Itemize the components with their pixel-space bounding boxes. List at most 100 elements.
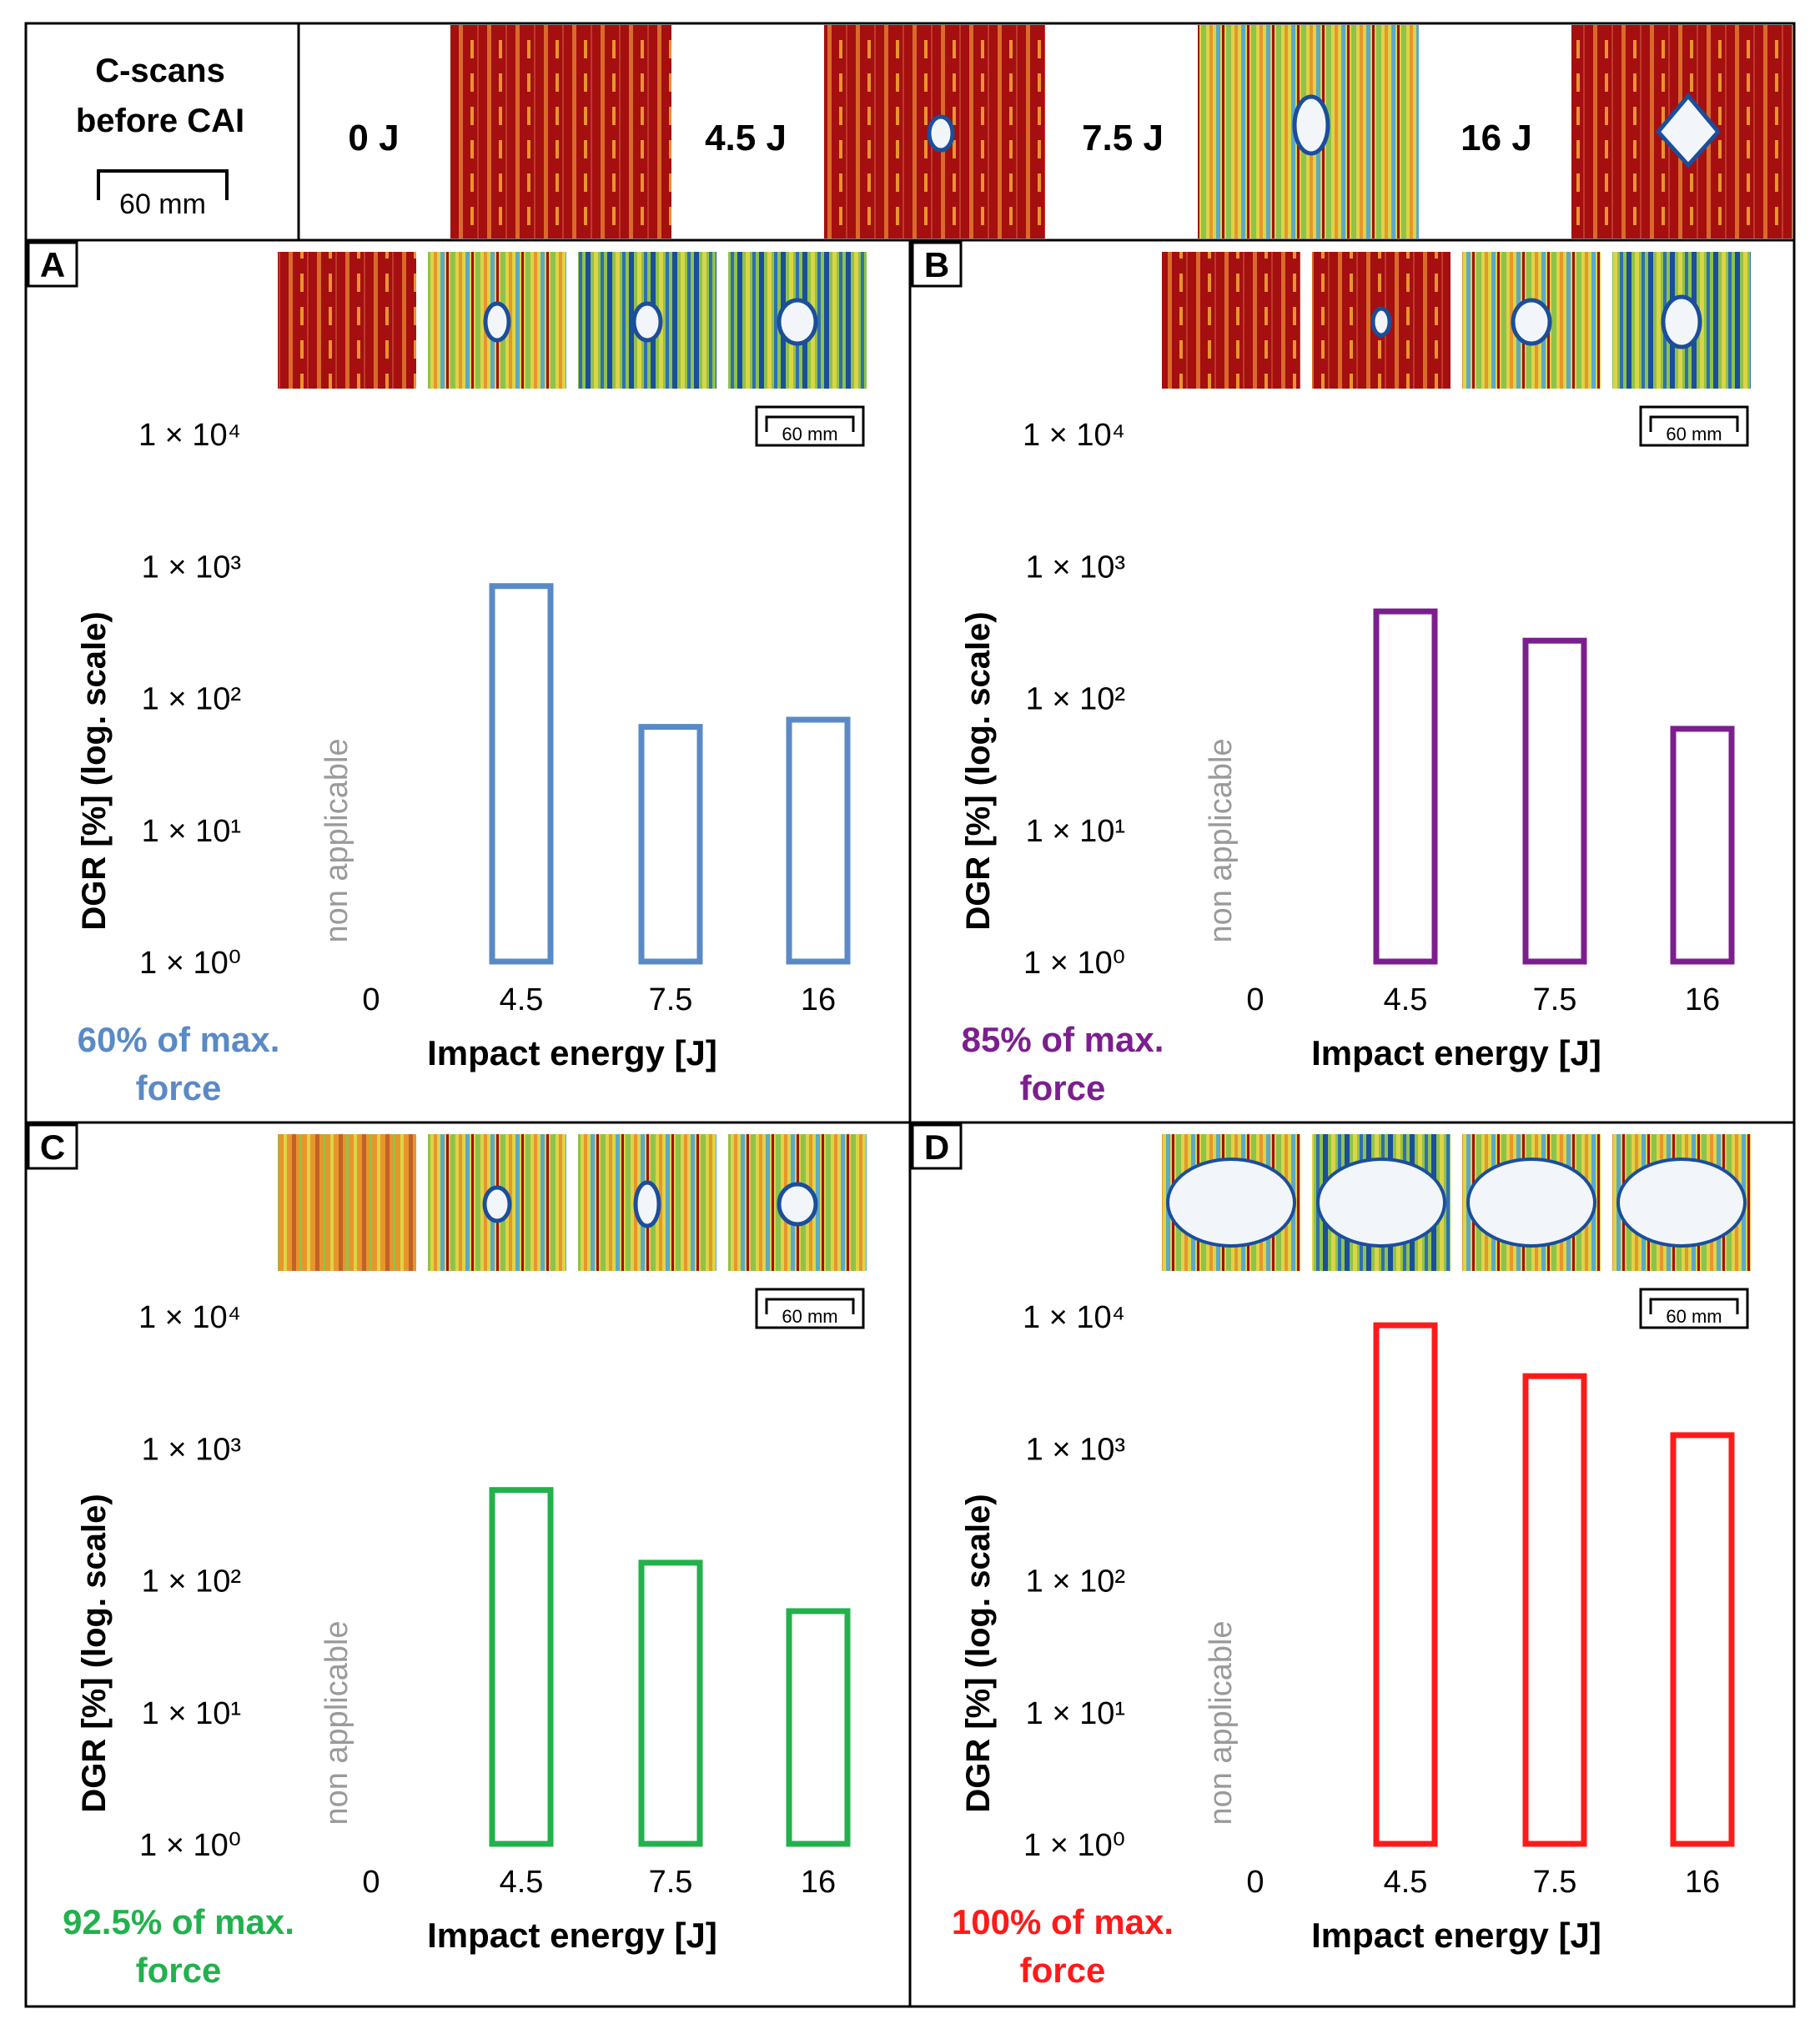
panel-scan-thumbnail [578, 252, 716, 389]
panel-letter: A [40, 245, 65, 284]
y-tick-label: 1 × 10⁰ [139, 1828, 241, 1863]
y-tick-label: 1 × 10¹ [1026, 814, 1125, 849]
panel-scan-thumbnail [1162, 252, 1300, 389]
bar-7-5 [1522, 1373, 1587, 1847]
panel-caption-line2: force [136, 1951, 222, 1990]
x-axis-label: Impact energy [J] [1311, 1916, 1601, 1955]
energy-label-2: 7.5 J [1082, 118, 1164, 158]
bar-4-5 [489, 583, 554, 965]
energy-label-0: 0 J [348, 118, 399, 158]
non-applicable-label: non applicable [1204, 738, 1239, 942]
bar-7-5 [1522, 637, 1587, 965]
energy-label-1: 4.5 J [705, 118, 787, 158]
bar-4-5 [489, 1487, 554, 1847]
x-tick-label: 16 [1685, 982, 1720, 1017]
panel-scale-label: 60 mm [1666, 1306, 1722, 1327]
y-tick-label: 1 × 10³ [142, 1432, 241, 1467]
y-axis-label: DGR [%] (log. scale) [76, 1494, 113, 1812]
y-tick-label: 1 × 10³ [1026, 550, 1125, 585]
y-tick-label: 1 × 10⁰ [1023, 1828, 1125, 1863]
panel-caption-line1: 85% of max. [962, 1020, 1164, 1059]
x-tick-label: 7.5 [649, 1865, 693, 1900]
y-tick-label: 1 × 10¹ [142, 814, 241, 849]
panel-letter-box [27, 241, 78, 288]
bar-4-5 [1373, 1322, 1438, 1847]
panel-scale-bar: 60 mm [1639, 405, 1749, 447]
panel-b: B 60 mm DGR [%] (log. scale) 1 × 10⁰ 1 × 10¹… [911, 241, 1751, 1107]
cscan-0j [450, 25, 671, 239]
panel-scale-label: 60 mm [782, 1306, 837, 1327]
panel-c: C 60 mm DGR [%] (log. scale) 1 × 10⁰ 1 × 10¹… [27, 1123, 867, 1990]
panel-scan-thumbnail [1462, 252, 1601, 389]
y-tick-label: 1 × 10⁴ [1023, 418, 1125, 453]
panel-scale-label: 60 mm [782, 424, 837, 444]
x-tick-label: 0 [1246, 1865, 1264, 1900]
bar-4-5 [1373, 608, 1438, 965]
y-tick-label: 1 × 10⁰ [1023, 946, 1125, 981]
x-tick-label: 0 [362, 1865, 380, 1900]
x-tick-label: 7.5 [649, 982, 693, 1017]
y-axis-label: DGR [%] (log. scale) [960, 1494, 997, 1812]
panel-caption-line2: force [1020, 1068, 1106, 1107]
x-tick-label: 16 [801, 982, 836, 1017]
bar-16 [1670, 1432, 1735, 1847]
panel-letter: D [924, 1127, 949, 1167]
y-tick-label: 1 × 10² [142, 1564, 241, 1600]
bar-16 [786, 1608, 851, 1847]
x-tick-label: 7.5 [1533, 1865, 1577, 1900]
panel-caption-line1: 92.5% of max. [63, 1902, 294, 1941]
panel-letter-box [27, 1123, 78, 1170]
header-title-line1: C-scans [95, 53, 225, 89]
x-axis-label: Impact energy [J] [427, 1916, 717, 1955]
panel-letter-box [911, 1123, 963, 1170]
cscan-header: C-scans before CAI 60 mm 0 J 4.5 J 7.5 J… [24, 22, 1796, 242]
panel-scale-bar: 60 mm [1639, 1288, 1749, 1329]
x-tick-label: 4.5 [500, 1865, 544, 1900]
panel-a: A 60 mm DGR [%] (log. scale) 1 × 10⁰ 1 × 10¹… [27, 241, 867, 1107]
panel-scan-thumbnail [1312, 252, 1450, 389]
y-tick-label: 1 × 10⁰ [139, 946, 241, 981]
header-scale-label: 60 mm [119, 188, 206, 220]
energy-label-3: 16 J [1461, 118, 1532, 158]
panel-scan-thumbnail [1612, 1134, 1751, 1271]
panel-letter-box [911, 241, 963, 288]
non-applicable-label: non applicable [319, 738, 354, 942]
y-tick-label: 1 × 10³ [142, 550, 241, 585]
bar-7-5 [638, 724, 703, 965]
x-tick-label: 0 [362, 982, 380, 1017]
non-applicable-label: non applicable [319, 1620, 354, 1825]
panel-scan-thumbnail [728, 252, 867, 389]
panel-scan-thumbnail [278, 1134, 416, 1271]
panel-scan-thumbnail [728, 1134, 867, 1271]
panel-scale-label: 60 mm [1666, 424, 1722, 444]
y-tick-label: 1 × 10² [142, 682, 241, 717]
panel-scale-bar: 60 mm [755, 405, 865, 447]
x-axis-label: Impact energy [J] [427, 1033, 717, 1072]
panel-scan-thumbnail [1462, 1134, 1601, 1271]
panel-scan-thumbnail [278, 252, 416, 389]
panel-letter: B [924, 245, 949, 284]
y-tick-label: 1 × 10¹ [1026, 1696, 1125, 1731]
cscan-4-5j [824, 25, 1045, 239]
bar-7-5 [638, 1559, 703, 1847]
panel-caption-line1: 60% of max. [78, 1020, 280, 1059]
non-applicable-label: non applicable [1204, 1620, 1239, 1825]
panel-scan-thumbnail [578, 1134, 716, 1271]
panel-scan-thumbnail [1612, 252, 1751, 389]
y-tick-label: 1 × 10³ [1026, 1432, 1125, 1467]
x-tick-label: 7.5 [1533, 982, 1577, 1017]
y-axis-label: DGR [%] (log. scale) [960, 611, 997, 930]
y-tick-label: 1 × 10⁴ [138, 418, 241, 453]
x-tick-label: 16 [801, 1865, 836, 1900]
panel-scan-thumbnail [428, 252, 566, 389]
panel-scan-thumbnail [1162, 1134, 1300, 1271]
panel-caption-line2: force [1020, 1951, 1106, 1990]
cscan-7-5j [1198, 25, 1419, 239]
header-title-line2: before CAI [76, 103, 244, 139]
panels-root: A 60 mm DGR [%] (log. scale) 1 × 10⁰ 1 × 10¹… [27, 241, 1751, 1990]
x-tick-label: 16 [1685, 1865, 1720, 1900]
y-tick-label: 1 × 10⁴ [1023, 1300, 1125, 1335]
x-tick-label: 4.5 [1384, 982, 1428, 1017]
y-tick-label: 1 × 10² [1026, 682, 1125, 717]
